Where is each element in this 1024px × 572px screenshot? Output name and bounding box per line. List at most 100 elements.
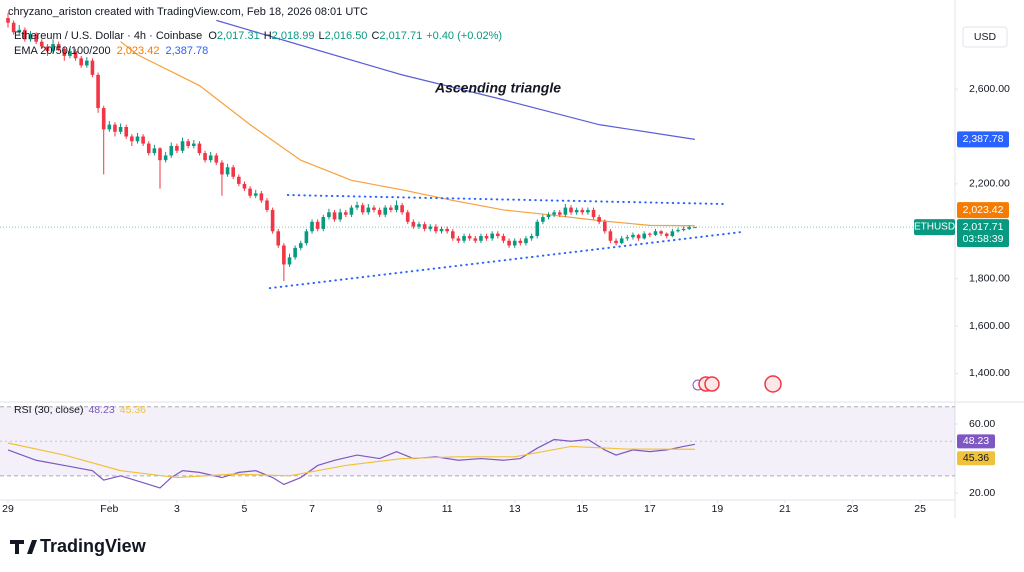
candle-body	[180, 141, 185, 151]
candle-body	[62, 48, 67, 56]
candle-body	[693, 227, 697, 229]
candle-body	[130, 136, 134, 142]
candle-body	[203, 153, 207, 161]
candle-body	[349, 207, 354, 215]
candle-body	[253, 193, 258, 196]
candle-body	[625, 237, 630, 239]
rsi-value: 48.23	[88, 404, 114, 416]
candle-body	[79, 58, 83, 66]
rsi-pane	[0, 405, 955, 500]
candle-body	[546, 214, 551, 218]
candle-body	[169, 145, 174, 156]
candle-body	[456, 238, 461, 241]
x-tick-label: 15	[576, 503, 588, 515]
x-tick-label: 25	[914, 503, 926, 515]
candle-body	[529, 236, 534, 239]
ohlc-key: O	[208, 30, 217, 42]
candle-body	[670, 231, 675, 237]
event-icons	[692, 375, 782, 393]
candle-body	[608, 231, 613, 241]
candle-body	[422, 224, 427, 229]
ohlc-key: C	[371, 30, 379, 42]
event-icon	[764, 375, 782, 393]
change: +0.40 (+0.02%)	[426, 30, 502, 42]
candle-body	[28, 34, 33, 40]
candle-body	[248, 188, 252, 196]
candle-body	[681, 228, 686, 231]
y-tick-label: 2,600.00	[969, 83, 1010, 95]
candle-body	[118, 127, 123, 132]
symbol: ETHUSD	[914, 222, 955, 233]
y-tick-label: 1,400.00	[969, 367, 1010, 379]
symbol-label: Ethereum / U.S. Dollar · 4h · Coinbase	[14, 30, 202, 42]
candle-body	[557, 212, 562, 215]
candle-body	[614, 240, 618, 244]
candle-body	[377, 209, 382, 215]
candle-body	[158, 148, 162, 161]
rsi-value: 45.36	[120, 404, 146, 416]
rsi-line	[7, 438, 695, 489]
candle-body	[270, 209, 275, 232]
ema-tag: 2,023.42	[963, 204, 1004, 216]
rsi-y-tick-label: 60.00	[969, 418, 995, 430]
currency: USD	[974, 31, 997, 43]
candle-body	[146, 143, 151, 154]
candle-body	[327, 212, 331, 218]
candle-body	[96, 74, 100, 109]
candle-body	[68, 51, 72, 56]
x-tick-label: 3	[174, 503, 180, 515]
candle-body	[214, 155, 219, 163]
candle-body	[524, 238, 528, 244]
candle-body	[6, 18, 10, 23]
rsi-tag-box	[957, 434, 995, 449]
currency-box	[962, 26, 1008, 48]
candle-body	[360, 205, 365, 213]
candle-body	[473, 238, 478, 241]
candle-body	[186, 141, 190, 146]
candle-body	[11, 22, 16, 33]
candle-body	[484, 236, 489, 239]
candle-body	[124, 127, 129, 137]
candle-body	[518, 240, 523, 244]
candle-body	[490, 233, 494, 239]
rsi-band	[0, 406, 955, 476]
candle-body	[242, 183, 247, 189]
candle-body	[141, 136, 145, 144]
candle-body	[237, 176, 241, 184]
ema-tag: 2,387.78	[963, 133, 1004, 145]
candle-body	[101, 108, 106, 130]
last-price-box	[957, 219, 1009, 248]
candle-body	[107, 124, 112, 130]
candle-body	[405, 212, 410, 222]
candle-body	[282, 245, 286, 265]
rsi-line	[7, 442, 695, 479]
candle-body	[23, 29, 27, 40]
logo-mark	[10, 540, 37, 554]
attribution: chryzano_ariston created with TradingVie…	[8, 6, 368, 18]
candle-body	[389, 207, 393, 210]
ohlc-value: 2,017.71	[379, 30, 422, 42]
rsi-tag: 45.36	[963, 452, 989, 464]
event-icon	[704, 376, 720, 392]
candle-body	[276, 231, 281, 246]
candle-body	[85, 60, 89, 66]
candle-body	[383, 207, 388, 215]
trendline	[286, 194, 727, 206]
candle-body	[450, 231, 455, 239]
candle-body	[580, 209, 585, 213]
candle-body	[687, 227, 692, 229]
candle-body	[39, 41, 44, 47]
rsi-y-tick-label: 20.00	[969, 487, 995, 499]
ohlc-key: H	[264, 30, 272, 42]
candle-body	[541, 217, 545, 222]
rsi-tag: 48.23	[963, 435, 989, 447]
candle-body	[659, 231, 663, 234]
candle-body	[310, 221, 314, 232]
candle-body	[417, 224, 421, 227]
candle-body	[462, 236, 466, 241]
candle-body	[34, 34, 38, 42]
candle-body	[366, 207, 371, 213]
candle-body	[344, 212, 348, 215]
candle-body	[512, 240, 517, 246]
candle-body	[321, 217, 326, 229]
